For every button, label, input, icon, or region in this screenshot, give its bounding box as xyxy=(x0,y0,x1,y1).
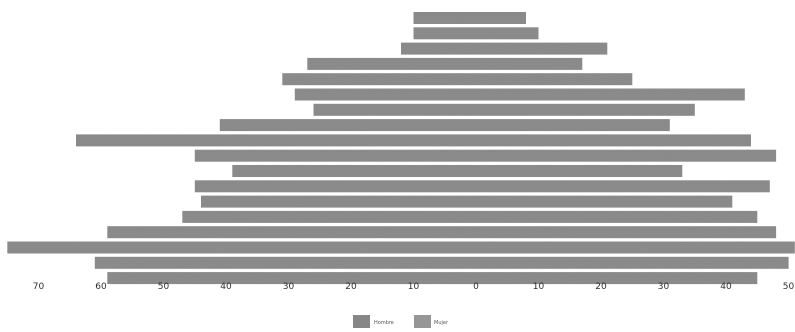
x-tick-label: 60 xyxy=(95,282,107,292)
bars-layer xyxy=(7,12,795,285)
x-tick-label: 50 xyxy=(158,282,170,292)
pyramid-bar xyxy=(413,12,526,24)
pyramid-bar xyxy=(107,226,777,239)
pyramid-bar xyxy=(107,272,758,285)
x-tick-label: 10 xyxy=(408,282,420,292)
pyramid-bar xyxy=(413,27,539,40)
pyramid-bar xyxy=(194,149,777,162)
pyramid-bar xyxy=(294,88,745,101)
pyramid-bar xyxy=(313,103,695,116)
legend-swatch-hombre xyxy=(353,315,370,328)
x-tick-label: 40 xyxy=(220,282,232,292)
pyramid-bar xyxy=(219,119,670,132)
legend: Hombre Mujer xyxy=(353,315,449,328)
x-tick-label: 70 xyxy=(33,282,45,292)
x-tick-label: 0 xyxy=(473,282,479,292)
pyramid-bar xyxy=(307,57,583,70)
pyramid-bar xyxy=(76,134,751,147)
legend-label-hombre: Hombre xyxy=(374,320,394,326)
pyramid-bar xyxy=(282,73,633,86)
pyramid-bar xyxy=(401,42,608,55)
pyramid-bar xyxy=(94,256,789,269)
pyramid-bar xyxy=(194,180,770,193)
legend-swatch-mujer xyxy=(414,315,431,328)
x-tick-label: 40 xyxy=(720,282,732,292)
pyramid-bar xyxy=(182,210,758,223)
legend-item-hombre: Hombre xyxy=(353,315,394,328)
pyramid-bar xyxy=(201,195,733,208)
x-tick-label: 10 xyxy=(533,282,545,292)
legend-label-mujer: Mujer xyxy=(434,320,449,326)
x-tick-label: 30 xyxy=(658,282,670,292)
x-tick-label: 30 xyxy=(283,282,295,292)
legend-item-mujer: Mujer xyxy=(414,315,449,328)
x-axis: 70 60 50 40 30 20 10 0 10 20 30 40 50 xyxy=(33,282,795,292)
pyramid-bar xyxy=(232,165,683,177)
x-tick-label: 20 xyxy=(595,282,607,292)
x-tick-label: 20 xyxy=(345,282,357,292)
pyramid-bar xyxy=(7,241,795,254)
x-tick-label: 50 xyxy=(783,282,795,292)
